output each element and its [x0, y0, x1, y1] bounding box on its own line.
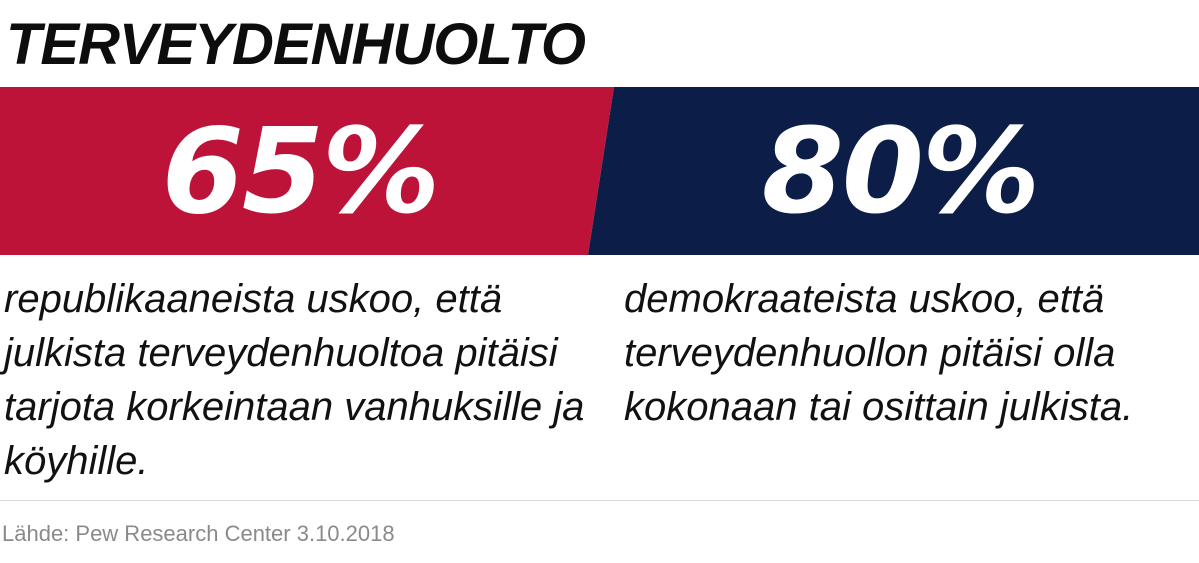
democrat-description: demokraateista uskoo, että terveydenhuol…	[624, 272, 1194, 434]
democrat-percentage: 80%	[600, 87, 1199, 255]
stats-banner: 65% 80%	[0, 87, 1199, 255]
divider	[0, 500, 1199, 501]
source-note: Lähde: Pew Research Center 3.10.2018	[2, 520, 395, 548]
republican-description: republikaaneista uskoo, että julkista te…	[4, 272, 589, 488]
republican-percentage: 65%	[0, 87, 600, 255]
infographic-title: TERVEYDENHUOLTO	[6, 10, 585, 80]
